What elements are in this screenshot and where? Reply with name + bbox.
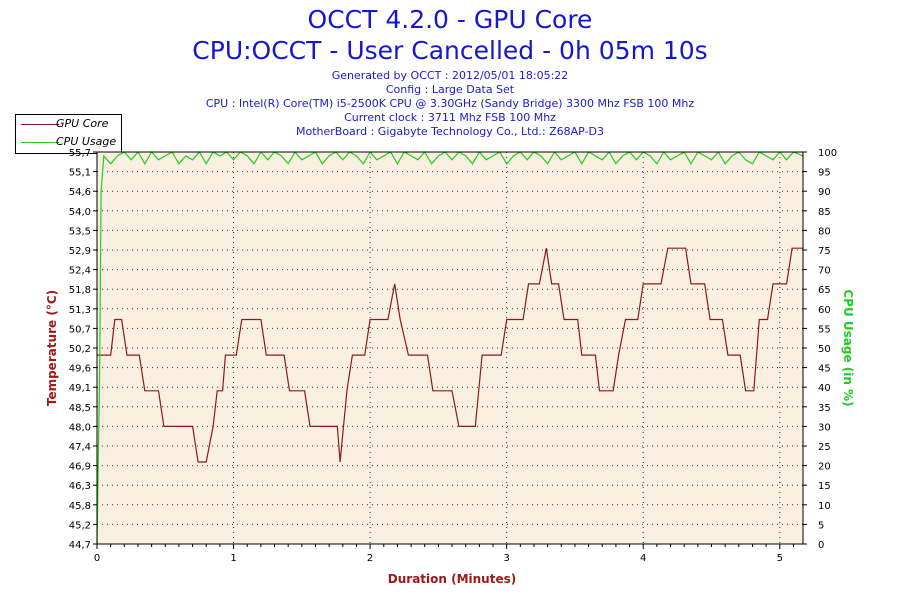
y-tick-label: 48,0 bbox=[69, 422, 91, 433]
y-tick-label: 52,9 bbox=[69, 246, 91, 257]
cpu-info: CPU : Intel(R) Core(TM) i5-2500K CPU @ 3… bbox=[205, 97, 695, 110]
chart-legend: GPU Core CPU Usage bbox=[15, 114, 122, 154]
y2-tick-label: 15 bbox=[818, 481, 831, 492]
y2-tick-label: 55 bbox=[818, 324, 831, 335]
legend-swatch-cpu-usage bbox=[21, 142, 59, 143]
y-tick-label: 45,2 bbox=[69, 520, 91, 531]
y-tick-label: 46,9 bbox=[69, 462, 91, 473]
x-tick-label: 2 bbox=[367, 553, 373, 564]
legend-item-cpu-usage: CPU Usage bbox=[16, 134, 121, 150]
y2-tick-label: 30 bbox=[818, 422, 831, 433]
y-tick-label: 51,8 bbox=[69, 285, 91, 296]
y-tick-label: 44,7 bbox=[69, 540, 91, 551]
y2-tick-label: 95 bbox=[818, 168, 831, 179]
x-tick-label: 1 bbox=[230, 553, 236, 564]
y-tick-label: 49,1 bbox=[69, 383, 91, 394]
y-tick-label: 50,2 bbox=[69, 344, 91, 355]
y2-tick-label: 50 bbox=[818, 344, 831, 355]
y2-tick-label: 25 bbox=[818, 442, 831, 453]
y-tick-label: 47,4 bbox=[69, 442, 91, 453]
config-info: Config : Large Data Set bbox=[385, 83, 515, 96]
y2-tick-label: 65 bbox=[818, 285, 831, 296]
y2-tick-label: 0 bbox=[818, 540, 824, 551]
x-axis-label: Duration (Minutes) bbox=[387, 572, 517, 586]
clock-info: Current clock : 3711 Mhz FSB 100 Mhz bbox=[344, 111, 556, 124]
legend-swatch-gpu-core bbox=[21, 124, 59, 125]
legend-label-gpu-core: GPU Core bbox=[56, 117, 109, 130]
plot-frame bbox=[96, 151, 804, 545]
x-tick-label: 3 bbox=[503, 553, 509, 564]
y-tick-label: 46,3 bbox=[69, 481, 91, 492]
x-tick-label: 0 bbox=[94, 553, 100, 564]
generated-info: Generated by OCCT : 2012/05/01 18:05:22 bbox=[331, 69, 569, 82]
y2-tick-label: 60 bbox=[818, 305, 831, 316]
y-axis-label-cpu-usage: CPU Usage (in %) bbox=[841, 289, 855, 407]
legend-item-gpu-core: GPU Core bbox=[16, 116, 121, 132]
chart-title: OCCT 4.2.0 - GPU Core bbox=[307, 5, 593, 34]
y2-tick-label: 10 bbox=[818, 501, 831, 512]
y-tick-label: 55,1 bbox=[69, 168, 91, 179]
y2-tick-label: 100 bbox=[818, 148, 837, 159]
plot-area bbox=[97, 152, 803, 544]
y-tick-label: 54,6 bbox=[69, 187, 91, 198]
y2-tick-label: 75 bbox=[818, 246, 831, 257]
y-tick-label: 52,4 bbox=[69, 266, 91, 277]
y2-tick-label: 70 bbox=[818, 266, 831, 277]
y-tick-label: 50,7 bbox=[69, 324, 91, 335]
y-tick-label: 48,5 bbox=[69, 403, 91, 414]
y2-tick-label: 85 bbox=[818, 207, 831, 218]
y-axis-label-temperature: Temperature (°C) bbox=[45, 289, 59, 407]
series-line-cpu-usage bbox=[96, 150, 804, 545]
y2-tick-label: 20 bbox=[818, 462, 831, 473]
y-tick-label: 51,3 bbox=[69, 305, 91, 316]
y2-tick-label: 40 bbox=[818, 383, 831, 394]
x-tick-label: 5 bbox=[777, 553, 783, 564]
motherboard-info: MotherBoard : Gigabyte Technology Co., L… bbox=[295, 125, 605, 138]
y2-tick-label: 35 bbox=[818, 403, 831, 414]
y-tick-label: 55,7 bbox=[69, 148, 91, 159]
legend-label-cpu-usage: CPU Usage bbox=[56, 135, 117, 148]
y2-tick-label: 80 bbox=[818, 226, 831, 237]
y2-tick-label: 5 bbox=[818, 520, 824, 531]
y-tick-label: 45,8 bbox=[69, 501, 91, 512]
chart-subtitle: CPU:OCCT - User Cancelled - 0h 05m 10s bbox=[192, 36, 708, 65]
x-tick-label: 4 bbox=[640, 553, 646, 564]
y2-tick-label: 90 bbox=[818, 187, 831, 198]
y-tick-label: 54,0 bbox=[69, 207, 91, 218]
series-line-gpu-core bbox=[97, 247, 803, 463]
y-tick-label: 53,5 bbox=[69, 226, 91, 237]
y2-tick-label: 45 bbox=[818, 364, 831, 375]
y-tick-label: 49,6 bbox=[69, 364, 91, 375]
